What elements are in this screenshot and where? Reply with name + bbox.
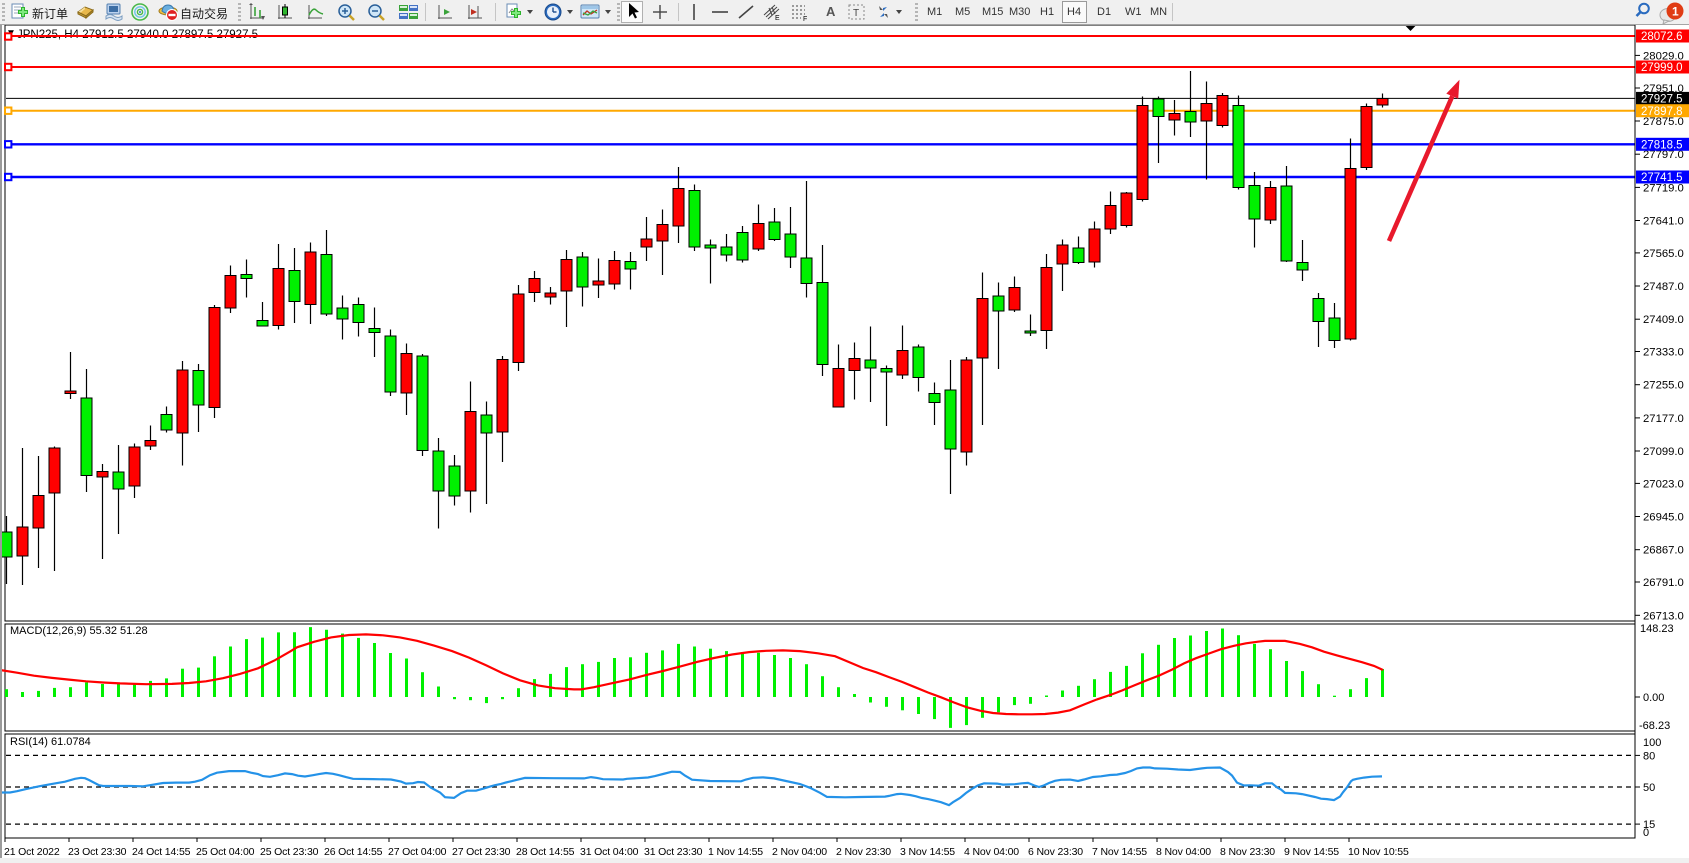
svg-text:27023.0: 27023.0: [1643, 478, 1684, 490]
svg-text:27565.0: 27565.0: [1643, 248, 1684, 260]
svg-text:27797.0: 27797.0: [1643, 149, 1684, 161]
svg-text:27487.0: 27487.0: [1643, 281, 1684, 293]
svg-text:T: T: [853, 8, 859, 19]
svg-text:27641.0: 27641.0: [1643, 216, 1684, 228]
svg-text:27875.0: 27875.0: [1643, 116, 1684, 128]
svg-text:21 Oct 2022: 21 Oct 2022: [4, 846, 60, 858]
svg-text:15: 15: [1643, 819, 1655, 831]
svg-text:27409.0: 27409.0: [1643, 314, 1684, 326]
svg-text:6 Nov 23:30: 6 Nov 23:30: [1028, 846, 1083, 858]
svg-text:7 Nov 14:55: 7 Nov 14:55: [1092, 846, 1147, 858]
svg-text:MACD(12,26,9) 55.32 51.28: MACD(12,26,9) 55.32 51.28: [10, 625, 148, 637]
svg-text:1: 1: [1672, 5, 1679, 19]
svg-text:27999.0: 27999.0: [1641, 62, 1683, 74]
svg-text:-68.23: -68.23: [1639, 720, 1670, 732]
svg-text:31 Oct 23:30: 31 Oct 23:30: [644, 846, 703, 858]
svg-text:27177.0: 27177.0: [1643, 413, 1684, 425]
svg-text:50: 50: [1643, 782, 1655, 794]
svg-text:26791.0: 26791.0: [1643, 577, 1684, 589]
svg-text:25 Oct 23:30: 25 Oct 23:30: [260, 846, 319, 858]
svg-text:25 Oct 04:00: 25 Oct 04:00: [196, 846, 255, 858]
svg-text:28 Oct 14:55: 28 Oct 14:55: [516, 846, 575, 858]
svg-text:9 Nov 14:55: 9 Nov 14:55: [1284, 846, 1339, 858]
svg-text:27 Oct 04:00: 27 Oct 04:00: [388, 846, 447, 858]
svg-text:27099.0: 27099.0: [1643, 446, 1684, 458]
svg-text:28072.6: 28072.6: [1641, 31, 1683, 43]
svg-text:26867.0: 26867.0: [1643, 545, 1684, 557]
svg-text:27741.5: 27741.5: [1641, 172, 1683, 184]
svg-text:27927.5: 27927.5: [1641, 94, 1683, 106]
svg-text:148.23: 148.23: [1640, 623, 1674, 635]
svg-text:E: E: [775, 15, 780, 22]
svg-text:8 Nov 04:00: 8 Nov 04:00: [1156, 846, 1211, 858]
svg-text:27 Oct 23:30: 27 Oct 23:30: [452, 846, 511, 858]
svg-text:F: F: [803, 16, 807, 22]
svg-text:26713.0: 26713.0: [1643, 610, 1684, 622]
svg-text:10 Nov 10:55: 10 Nov 10:55: [1348, 846, 1409, 858]
svg-text:4 Nov 04:00: 4 Nov 04:00: [964, 846, 1019, 858]
svg-text:8 Nov 23:30: 8 Nov 23:30: [1220, 846, 1275, 858]
svg-text:27255.0: 27255.0: [1643, 380, 1684, 392]
svg-text:RSI(14) 61.0784: RSI(14) 61.0784: [10, 736, 91, 748]
svg-text:27333.0: 27333.0: [1643, 347, 1684, 359]
svg-text:2 Nov 23:30: 2 Nov 23:30: [836, 846, 891, 858]
svg-text:26945.0: 26945.0: [1643, 512, 1684, 524]
svg-text:80: 80: [1643, 750, 1655, 762]
svg-text:1 Nov 14:55: 1 Nov 14:55: [708, 846, 763, 858]
svg-text:100: 100: [1643, 737, 1661, 749]
svg-text:31 Oct 04:00: 31 Oct 04:00: [580, 846, 639, 858]
svg-text:26 Oct 14:55: 26 Oct 14:55: [324, 846, 383, 858]
svg-text:2 Nov 04:00: 2 Nov 04:00: [772, 846, 827, 858]
svg-text:27897.8: 27897.8: [1641, 106, 1683, 118]
svg-text:3 Nov 14:55: 3 Nov 14:55: [900, 846, 955, 858]
svg-text:0.00: 0.00: [1643, 692, 1664, 704]
svg-text:0: 0: [1643, 827, 1649, 839]
svg-text:23 Oct 23:30: 23 Oct 23:30: [68, 846, 127, 858]
svg-text:24 Oct 14:55: 24 Oct 14:55: [132, 846, 191, 858]
svg-text:27719.0: 27719.0: [1643, 182, 1684, 194]
svg-text:28029.0: 28029.0: [1643, 50, 1684, 62]
svg-text:27818.5: 27818.5: [1641, 140, 1683, 152]
